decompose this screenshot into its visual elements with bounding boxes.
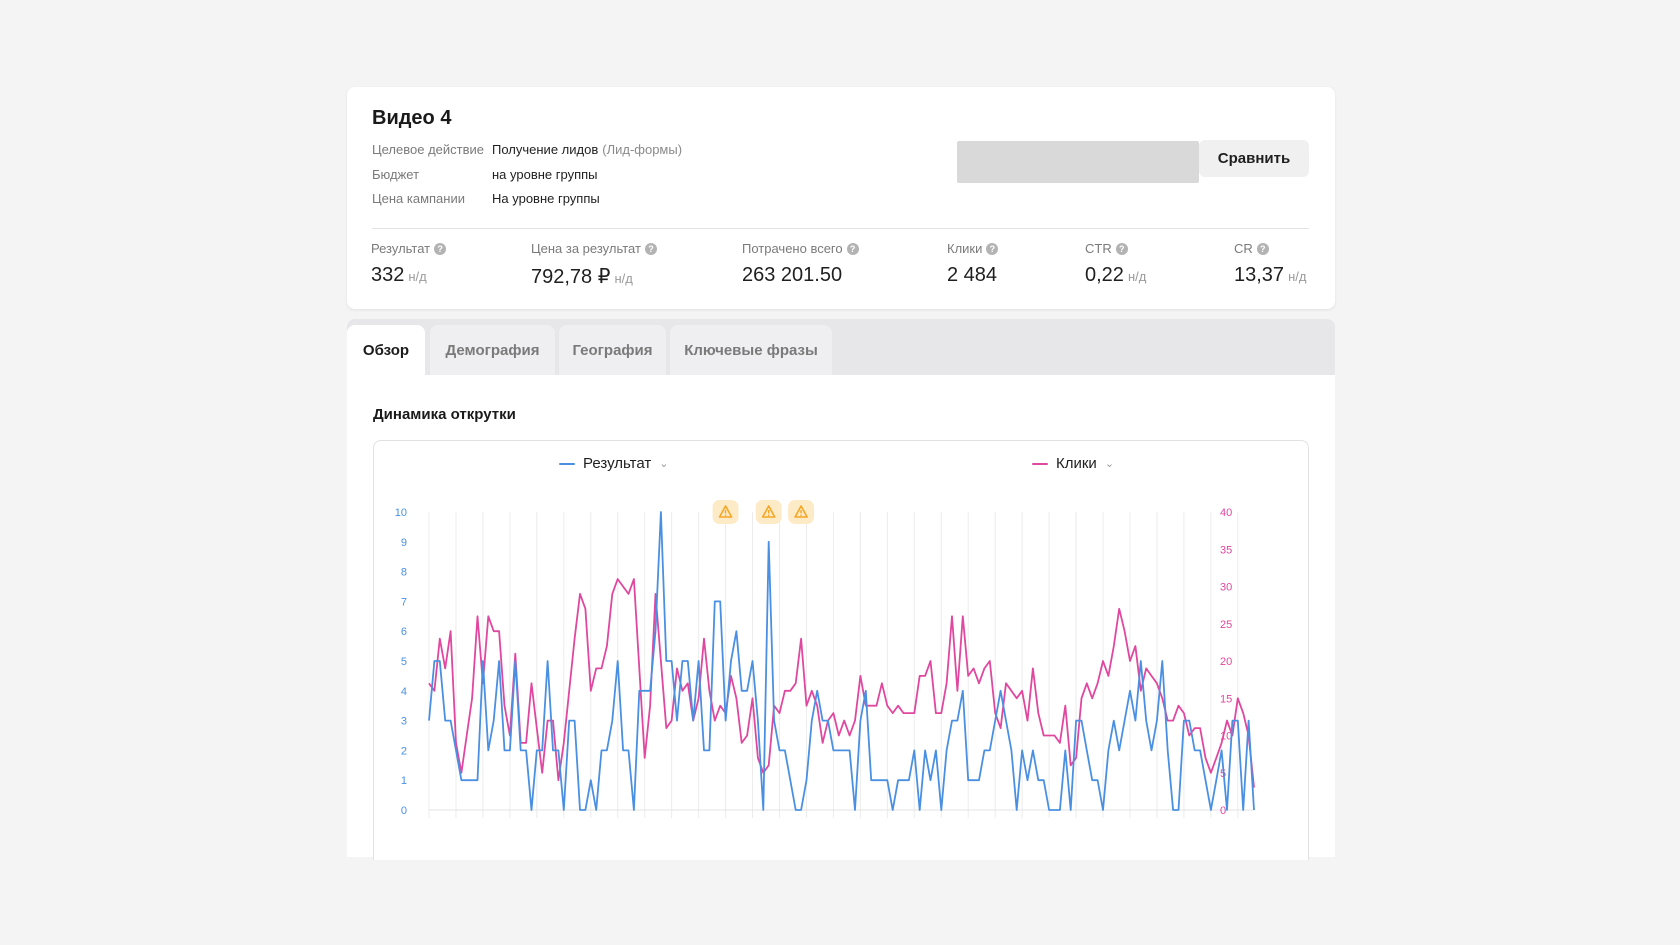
series-line-clicks [428, 578, 1255, 788]
stat-label: Клики [947, 241, 983, 256]
chart-container: 0 1 2 3 4 5 6 7 8 9 10 0 5 10 15 20 25 30 35 40 Результат ⌄… [373, 440, 1309, 860]
stat-value: 13,37 [1234, 264, 1285, 286]
compare-select[interactable] [957, 141, 1199, 183]
y-left-tick: 8 [401, 567, 407, 579]
y-right-tick: 40 [1220, 507, 1232, 519]
meta-budget: Бюджет на уровне группы [372, 167, 598, 182]
meta-value: Получение лидов [492, 142, 599, 157]
compare-button[interactable]: Сравнить [1199, 140, 1309, 177]
help-icon[interactable]: ? [1115, 242, 1128, 255]
tab-demography[interactable]: Демография [430, 325, 555, 375]
divider [372, 228, 1309, 229]
stat-value: 332 [371, 264, 405, 286]
warning-icon [718, 505, 733, 518]
help-icon[interactable]: ? [1256, 242, 1269, 255]
y-left-tick: 1 [401, 775, 407, 787]
legend-result[interactable]: Результат ⌄ [559, 455, 668, 472]
stat-nd: н/д [1288, 269, 1307, 284]
help-icon[interactable]: ? [846, 242, 859, 255]
stat-nd: н/д [614, 271, 633, 286]
warning-icon [761, 505, 776, 518]
stat-label: CR [1234, 241, 1253, 256]
series-line-result [428, 511, 1255, 811]
stat-spent-total: Потрачено всего? 263 201.50 [742, 241, 859, 287]
warning-icon-dot [800, 514, 802, 517]
help-icon[interactable]: ? [986, 242, 999, 255]
stat-label: CTR [1085, 241, 1112, 256]
y-right-tick: 15 [1220, 693, 1232, 705]
stat-label: Результат [371, 241, 431, 256]
y-left-tick: 3 [401, 716, 407, 728]
y-left-tick: 6 [401, 626, 407, 638]
warning-icon [794, 505, 808, 518]
chevron-down-icon: ⌄ [1104, 458, 1115, 470]
stat-ctr: CTR? 0,22 н/д [1085, 241, 1146, 287]
warning-icon-dot [724, 514, 727, 517]
campaign-title: Видео 4 [372, 107, 452, 129]
tab-overview[interactable]: Обзор [347, 325, 425, 375]
help-icon[interactable]: ? [434, 242, 447, 255]
stat-value: 263 201.50 [742, 264, 843, 286]
y-left-tick: 0 [401, 805, 407, 817]
y-left-tick: 5 [401, 656, 407, 668]
meta-label: Цена кампании [372, 191, 465, 206]
warning-icon-dot [767, 514, 770, 517]
y-left-tick: 4 [401, 686, 407, 698]
stat-result: Результат? 332 н/д [371, 241, 447, 287]
legend-line [1032, 462, 1048, 465]
meta-campaign-price: Цена кампании На уровне группы [372, 191, 600, 206]
chevron-down-icon: ⌄ [659, 458, 669, 470]
stat-value: 2 484 [947, 264, 998, 286]
y-right-tick: 20 [1220, 656, 1232, 668]
tabs-bar: Обзор Демография География Ключевые фраз… [347, 319, 1335, 375]
tab-geography[interactable]: География [559, 325, 666, 375]
stat-cr: CR? 13,37 н/д [1234, 241, 1306, 287]
y-left-tick: 10 [395, 507, 407, 519]
stat-nd: н/д [408, 269, 427, 284]
campaign-card: Видео 4 Целевое действие Получение лидов… [347, 87, 1335, 309]
meta-note: (Лид-формы) [602, 142, 683, 157]
stat-label: Цена за результат [531, 241, 641, 256]
stat-cost-per-result: Цена за результат? 792,78 ₽ н/д [531, 241, 657, 289]
y-left-tick: 9 [401, 537, 407, 549]
stat-value: 792,78 ₽ [531, 266, 611, 288]
y-right-tick: 0 [1220, 805, 1226, 817]
stat-label: Потрачено всего [742, 241, 843, 256]
help-icon[interactable]: ? [644, 242, 657, 255]
legend-line [559, 462, 575, 465]
meta-target-action: Целевое действие Получение лидов (Лид-фо… [372, 142, 682, 157]
legend-label: Результат [583, 455, 652, 472]
y-right-tick: 25 [1220, 619, 1232, 631]
y-right-tick: 30 [1220, 582, 1232, 594]
meta-label: Целевое действие [372, 142, 484, 157]
stat-nd: н/д [1127, 269, 1147, 284]
chart-card: Динамика открутки 0 1 2 3 4 5 6 7 8 9 10 0 5 10 15 20 25… [347, 375, 1335, 860]
stat-value: 0,22 [1085, 264, 1124, 286]
y-right-tick: 35 [1220, 544, 1232, 556]
y-left-tick: 2 [401, 745, 407, 757]
section-title: Динамика открутки [373, 406, 516, 423]
meta-value: на уровне группы [492, 167, 598, 182]
legend-clicks[interactable]: Клики ⌄ [1032, 455, 1114, 472]
y-left-tick: 7 [401, 596, 407, 608]
meta-value: На уровне группы [492, 191, 600, 206]
stat-clicks: Клики? 2 484 [947, 241, 1001, 287]
meta-label: Бюджет [372, 167, 420, 182]
legend-label: Клики [1056, 455, 1097, 472]
tab-keywords[interactable]: Ключевые фразы [670, 325, 832, 375]
